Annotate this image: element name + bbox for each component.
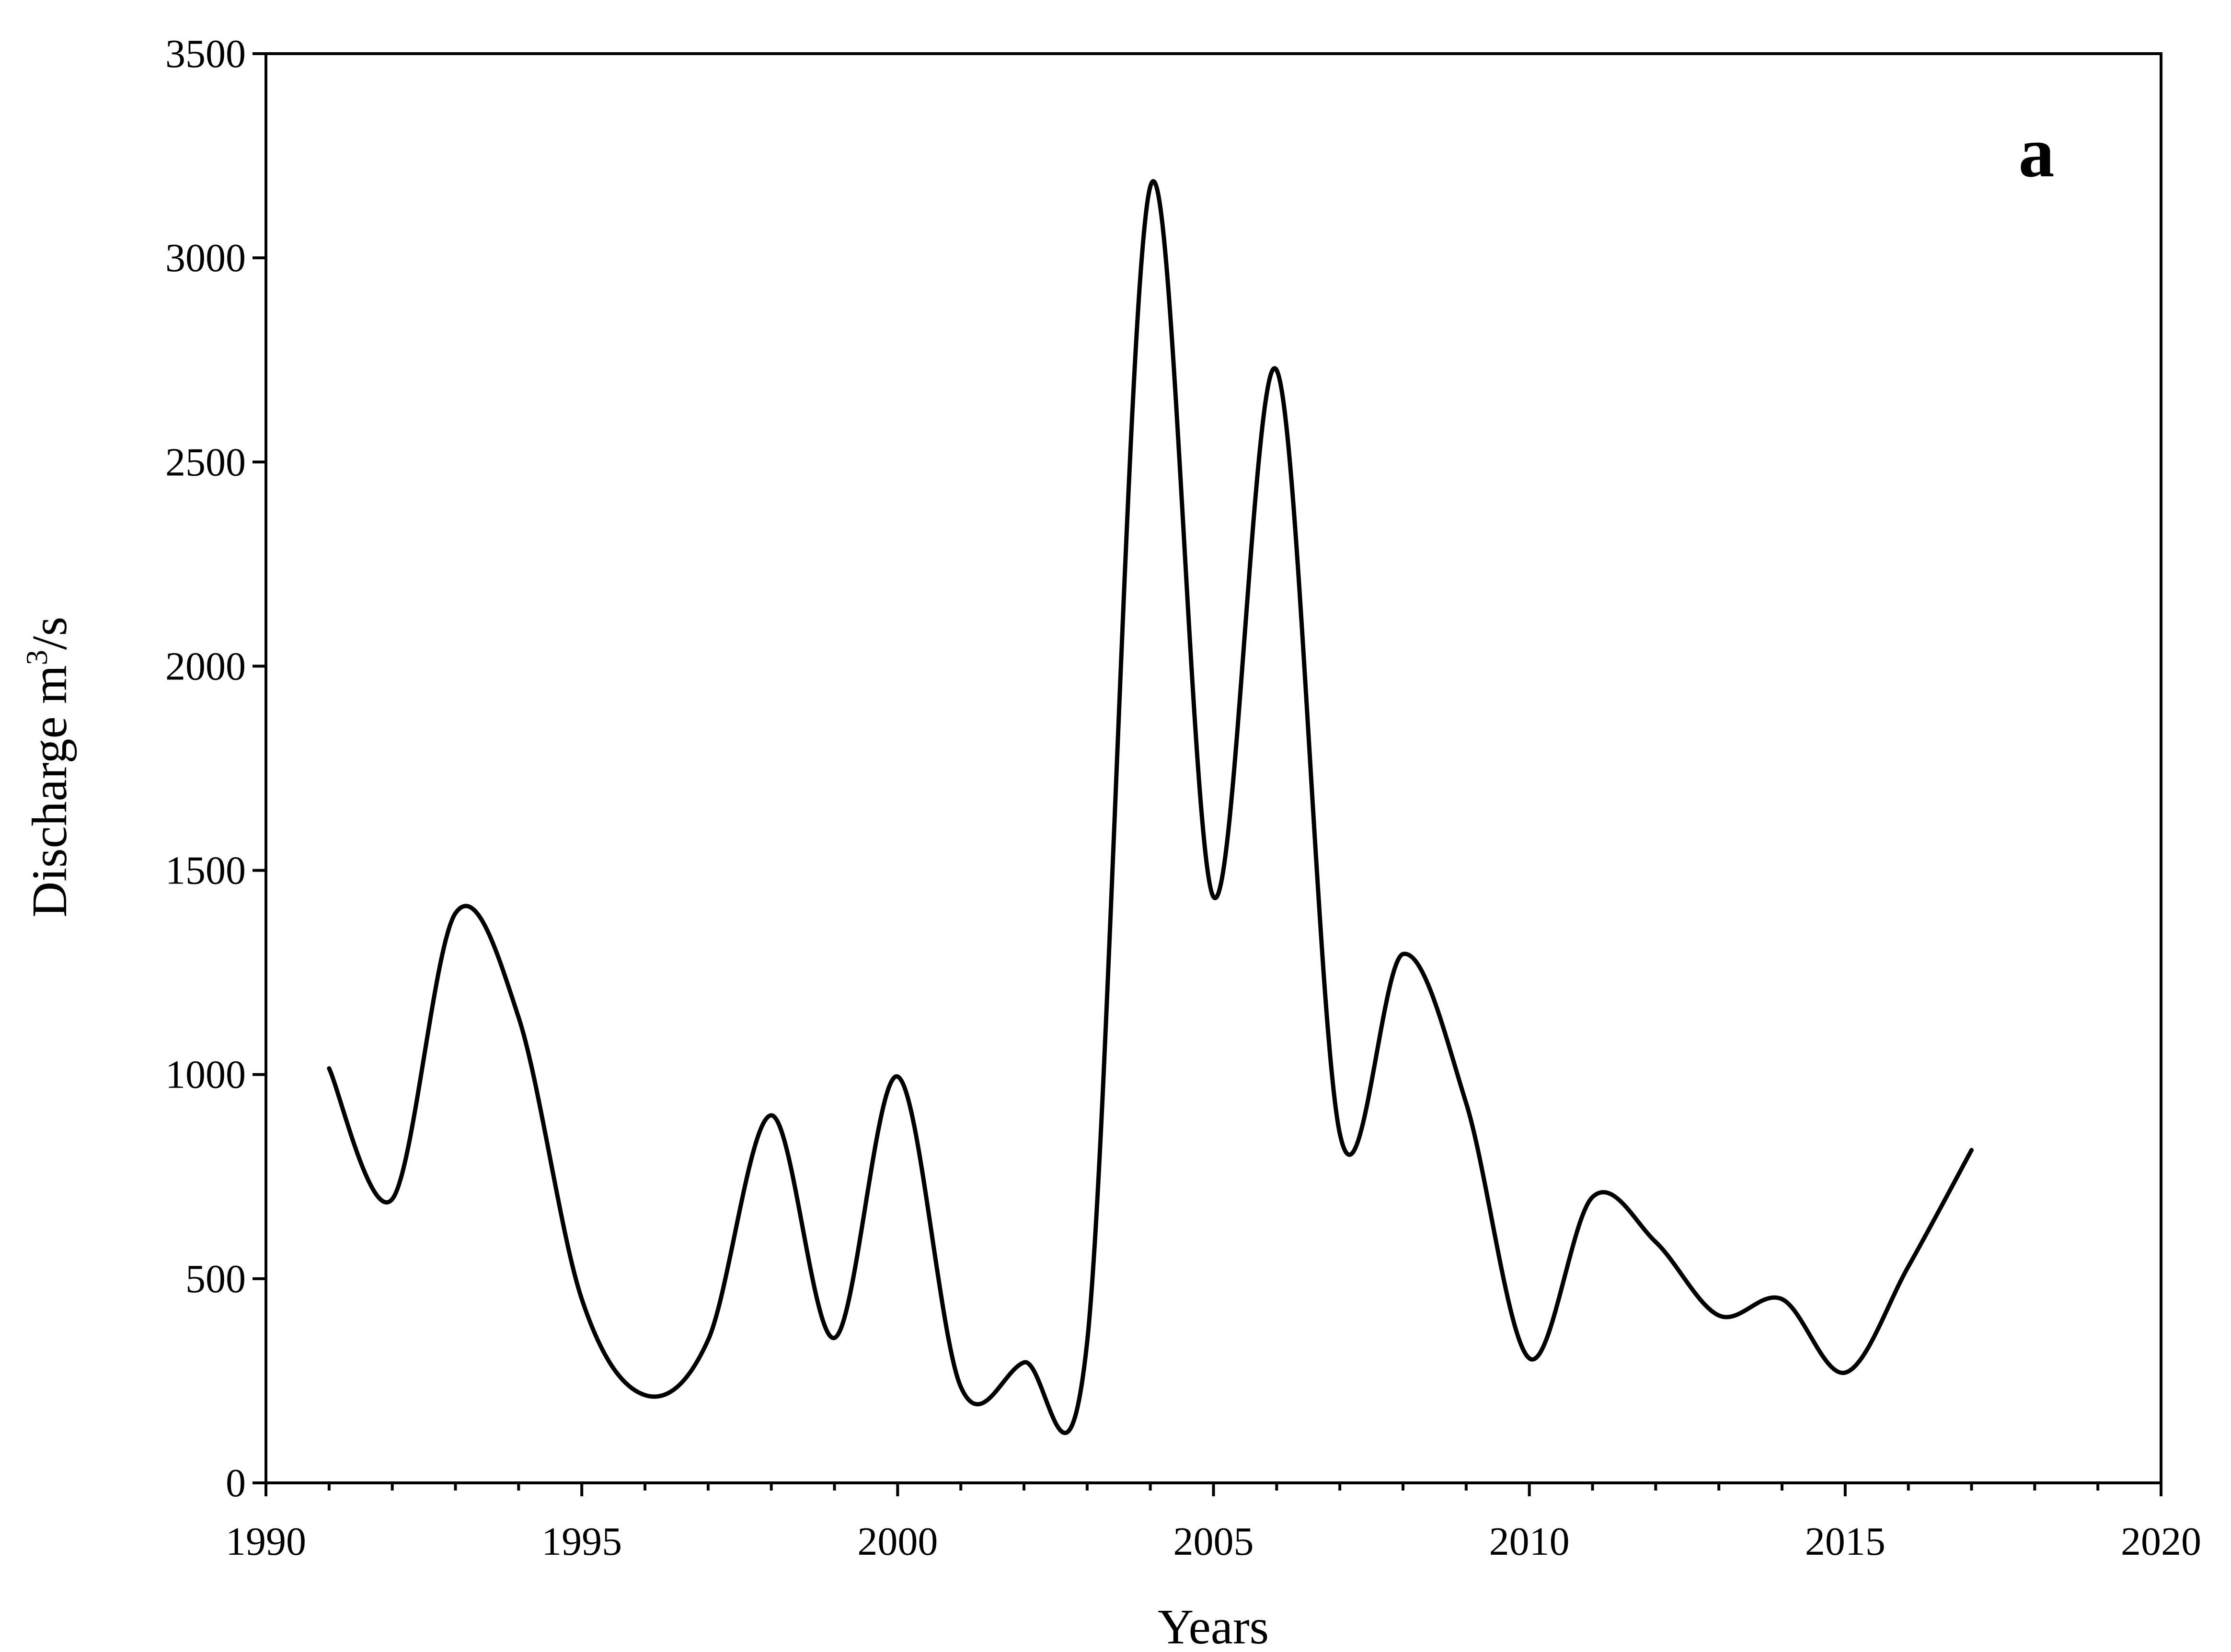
y-tick-label: 1500 [165,849,246,893]
y-tick-label: 3000 [165,236,246,280]
y-tick-label: 500 [185,1257,246,1301]
x-tick-label: 2010 [1489,1519,1570,1564]
x-tick-label: 2015 [1805,1519,1886,1564]
plot-frame [264,52,2162,1484]
y-tick-label: 2500 [165,440,246,484]
x-tick-label: 2005 [1173,1519,1254,1564]
x-tick-label: 2000 [857,1519,938,1564]
ticks-layer [253,52,2162,1496]
y-tick-label: 2000 [165,644,246,688]
y-axis-title-superscript: 3 [20,650,54,665]
y-axis-title-main: Discharge m [22,665,77,918]
y-axis-title-suffix: /s [22,617,77,650]
y-axis-title: Discharge m3/s [20,617,77,918]
x-tick-label: 1995 [541,1519,622,1564]
x-axis-title: Years [1158,1599,1269,1650]
series-line [327,179,1974,1435]
tick-labels-layer: 0 500 1000 1500 2000 2500 3000 3500 1990 1995 2000… [165,32,2201,1564]
panel-label: a [2019,113,2055,192]
y-tick-label: 1000 [165,1053,246,1097]
x-tick-label: 1990 [226,1519,306,1564]
y-tick-label: 3500 [165,32,246,76]
x-tick-label: 2020 [2121,1519,2201,1564]
y-tick-label: 0 [226,1461,246,1505]
